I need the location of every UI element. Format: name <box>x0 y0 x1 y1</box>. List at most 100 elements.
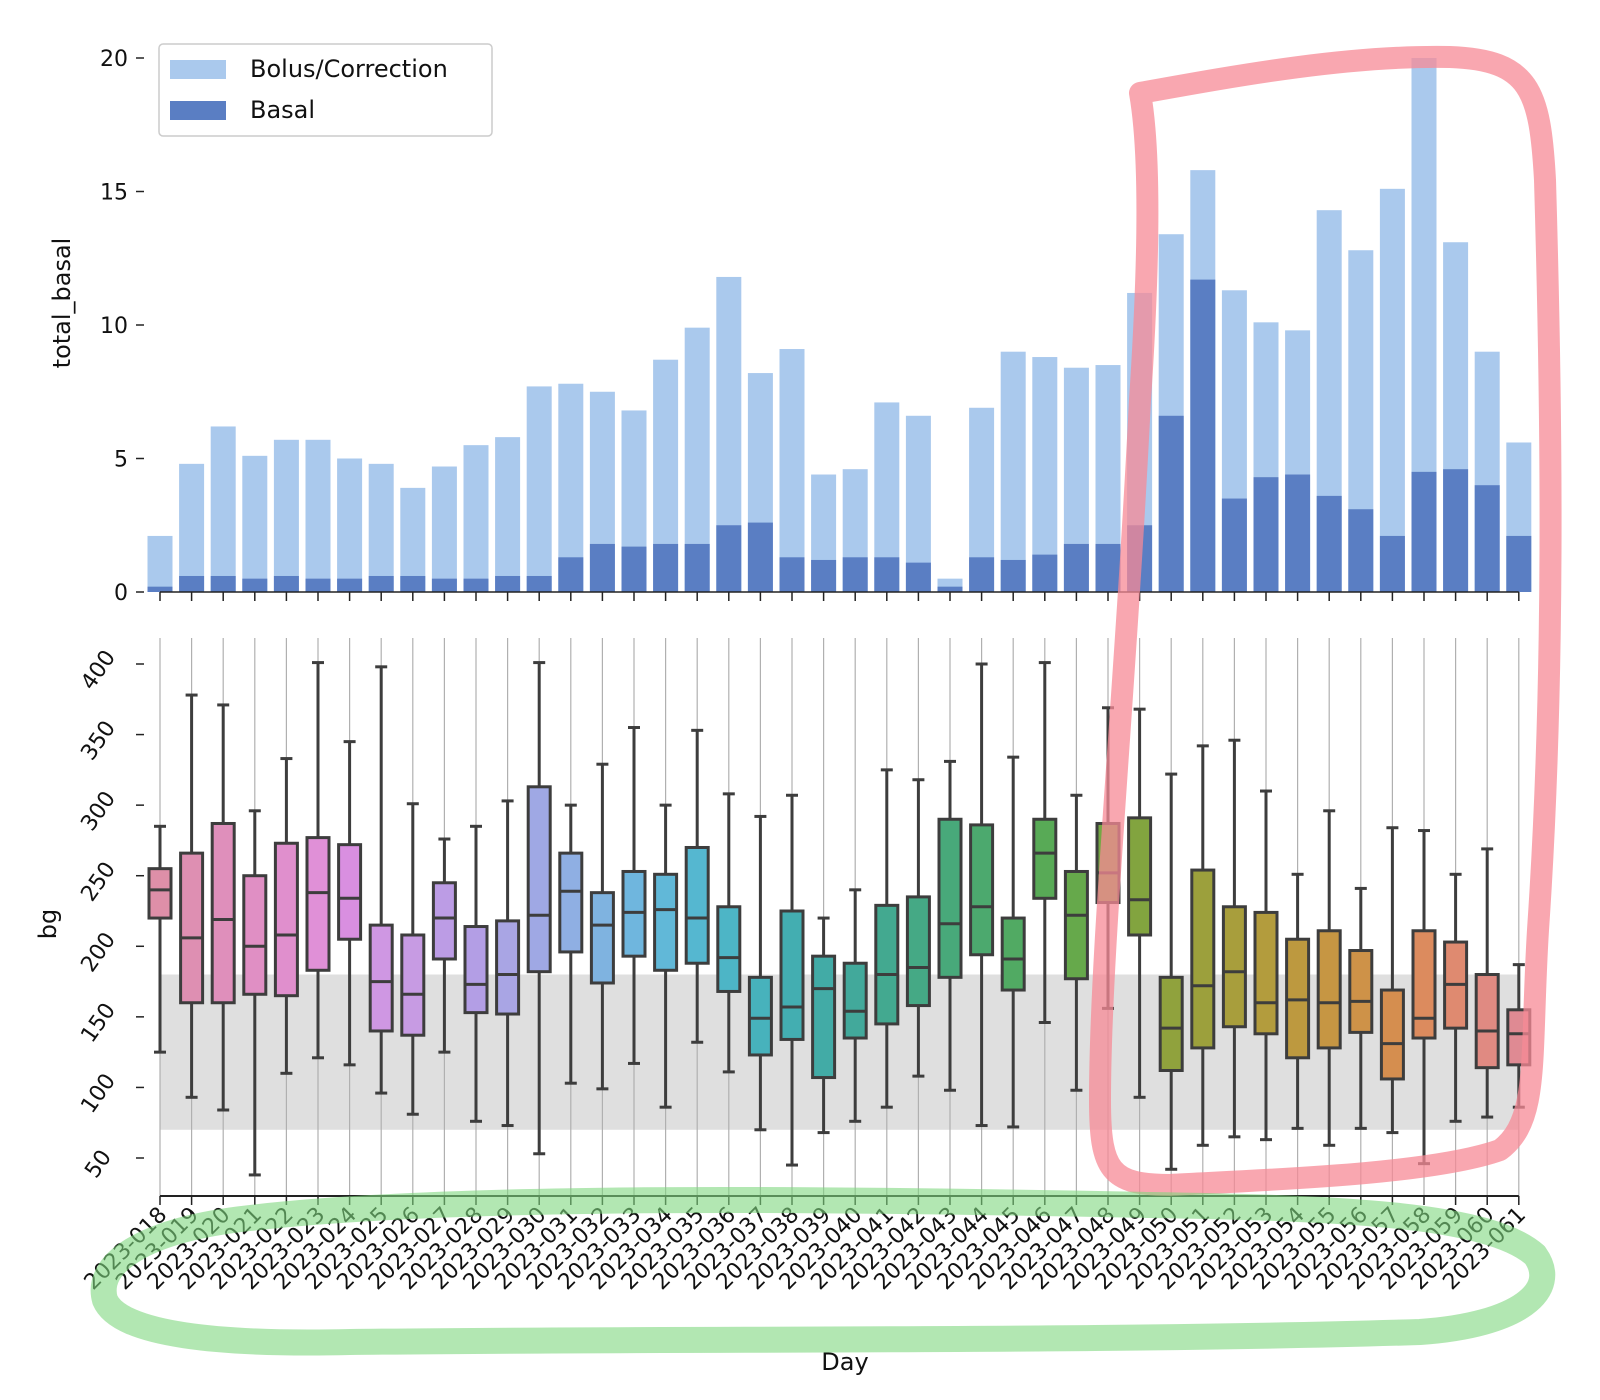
legend-swatch-bolus <box>170 60 226 79</box>
top-y-tick-label: 5 <box>114 448 128 473</box>
basal-bar <box>210 575 236 592</box>
bolus-bar <box>400 487 426 592</box>
basal-bar <box>337 578 363 592</box>
box <box>242 874 268 996</box>
basal-bar <box>779 557 805 592</box>
basal-bar <box>526 575 552 592</box>
basal-bar <box>273 575 299 592</box>
bottom-y-tick-label: 200 <box>76 928 121 977</box>
basal-bar <box>1253 477 1279 592</box>
basal-bar <box>1316 495 1342 592</box>
box <box>1063 869 1089 981</box>
red-highlight-outline <box>1089 45 1562 1196</box>
bottom-y-tick-label: 150 <box>76 999 121 1048</box>
box <box>1127 816 1153 937</box>
basal-bar <box>431 578 457 592</box>
top-y-axis: 0 5 10 15 20 <box>100 47 144 606</box>
basal-bar <box>1411 471 1437 592</box>
box <box>937 817 963 979</box>
bottom-y-tick-label: 50 <box>80 1146 117 1183</box>
basal-bar <box>1158 415 1184 592</box>
basal-bar <box>621 546 647 592</box>
basal-bar <box>1095 543 1121 592</box>
box <box>1032 817 1058 900</box>
box <box>1379 988 1405 1081</box>
box <box>1474 973 1500 1070</box>
basal-bar <box>1063 543 1089 592</box>
basal-bar <box>179 575 205 592</box>
basal-bar <box>1190 279 1216 592</box>
box <box>558 851 584 954</box>
legend-swatch-basal <box>170 101 226 120</box>
box <box>1411 929 1437 1040</box>
basal-bar <box>653 543 679 592</box>
box <box>716 905 742 993</box>
box <box>747 975 773 1057</box>
box <box>147 867 173 920</box>
basal-bar <box>589 543 615 592</box>
bottom-y-tick-label: 300 <box>76 787 121 836</box>
basal-bar <box>1221 498 1247 592</box>
box <box>1158 975 1184 1072</box>
bottom-y-tick-label: 350 <box>76 716 121 765</box>
bolus-bar <box>1000 351 1026 592</box>
box <box>653 872 679 972</box>
basal-bar <box>969 557 995 592</box>
box-plots <box>147 661 1532 1177</box>
top-x-axis <box>159 591 1520 601</box>
basal-bar <box>842 557 868 592</box>
bolus-bar <box>779 349 805 592</box>
basal-bar <box>716 525 742 592</box>
box <box>905 895 931 1008</box>
basal-bar <box>905 562 931 592</box>
bolus-bar <box>495 437 521 592</box>
basal-bar <box>684 543 710 592</box>
basal-bars <box>147 279 1532 592</box>
top-y-tick-label: 20 <box>100 47 128 72</box>
box <box>811 954 837 1080</box>
bottom-y-axis: 50 100 150 200 250 300 350 400 <box>76 646 144 1183</box>
basal-bar <box>1474 485 1500 592</box>
bottom-y-tick-label: 250 <box>76 858 121 907</box>
box <box>495 919 521 1016</box>
basal-bar <box>1443 469 1469 592</box>
box <box>305 836 331 972</box>
box <box>1190 868 1216 1050</box>
basal-bar <box>747 522 773 592</box>
legend-label-basal: Basal <box>250 96 315 124</box>
bolus-bar <box>210 426 236 592</box>
legend-label-bolus: Bolus/Correction <box>250 55 448 83</box>
basal-bar <box>937 586 963 592</box>
box <box>842 961 868 1040</box>
basal-bar <box>400 575 426 592</box>
basal-bar <box>1379 535 1405 592</box>
box <box>273 841 299 998</box>
bottom-y-tick-label: 100 <box>76 1069 121 1118</box>
box <box>400 933 426 1037</box>
box <box>1221 905 1247 1029</box>
bottom-y-tick-label: 400 <box>76 646 121 695</box>
hand-drawn-highlights <box>90 45 1562 1356</box>
box <box>1000 916 1026 992</box>
box <box>1253 910 1279 1036</box>
top-y-axis-label: total_basal <box>48 238 76 369</box>
basal-bar <box>811 559 837 592</box>
basal-bar <box>242 578 268 592</box>
basal-bar <box>368 575 394 592</box>
box <box>526 785 552 974</box>
box <box>1316 929 1342 1050</box>
bolus-bar <box>273 439 299 592</box>
box <box>210 821 236 1005</box>
bolus-bar <box>337 458 363 592</box>
box <box>463 925 489 1015</box>
basal-bar <box>305 578 331 592</box>
box <box>874 903 900 1026</box>
box <box>179 851 205 1005</box>
bolus-bar <box>1379 188 1405 592</box>
basal-bar <box>1032 554 1058 592</box>
bolus-bar <box>526 386 552 592</box>
green-highlight-outline <box>90 1186 1556 1356</box>
bolus-bar <box>1032 357 1058 592</box>
basal-bar <box>495 575 521 592</box>
